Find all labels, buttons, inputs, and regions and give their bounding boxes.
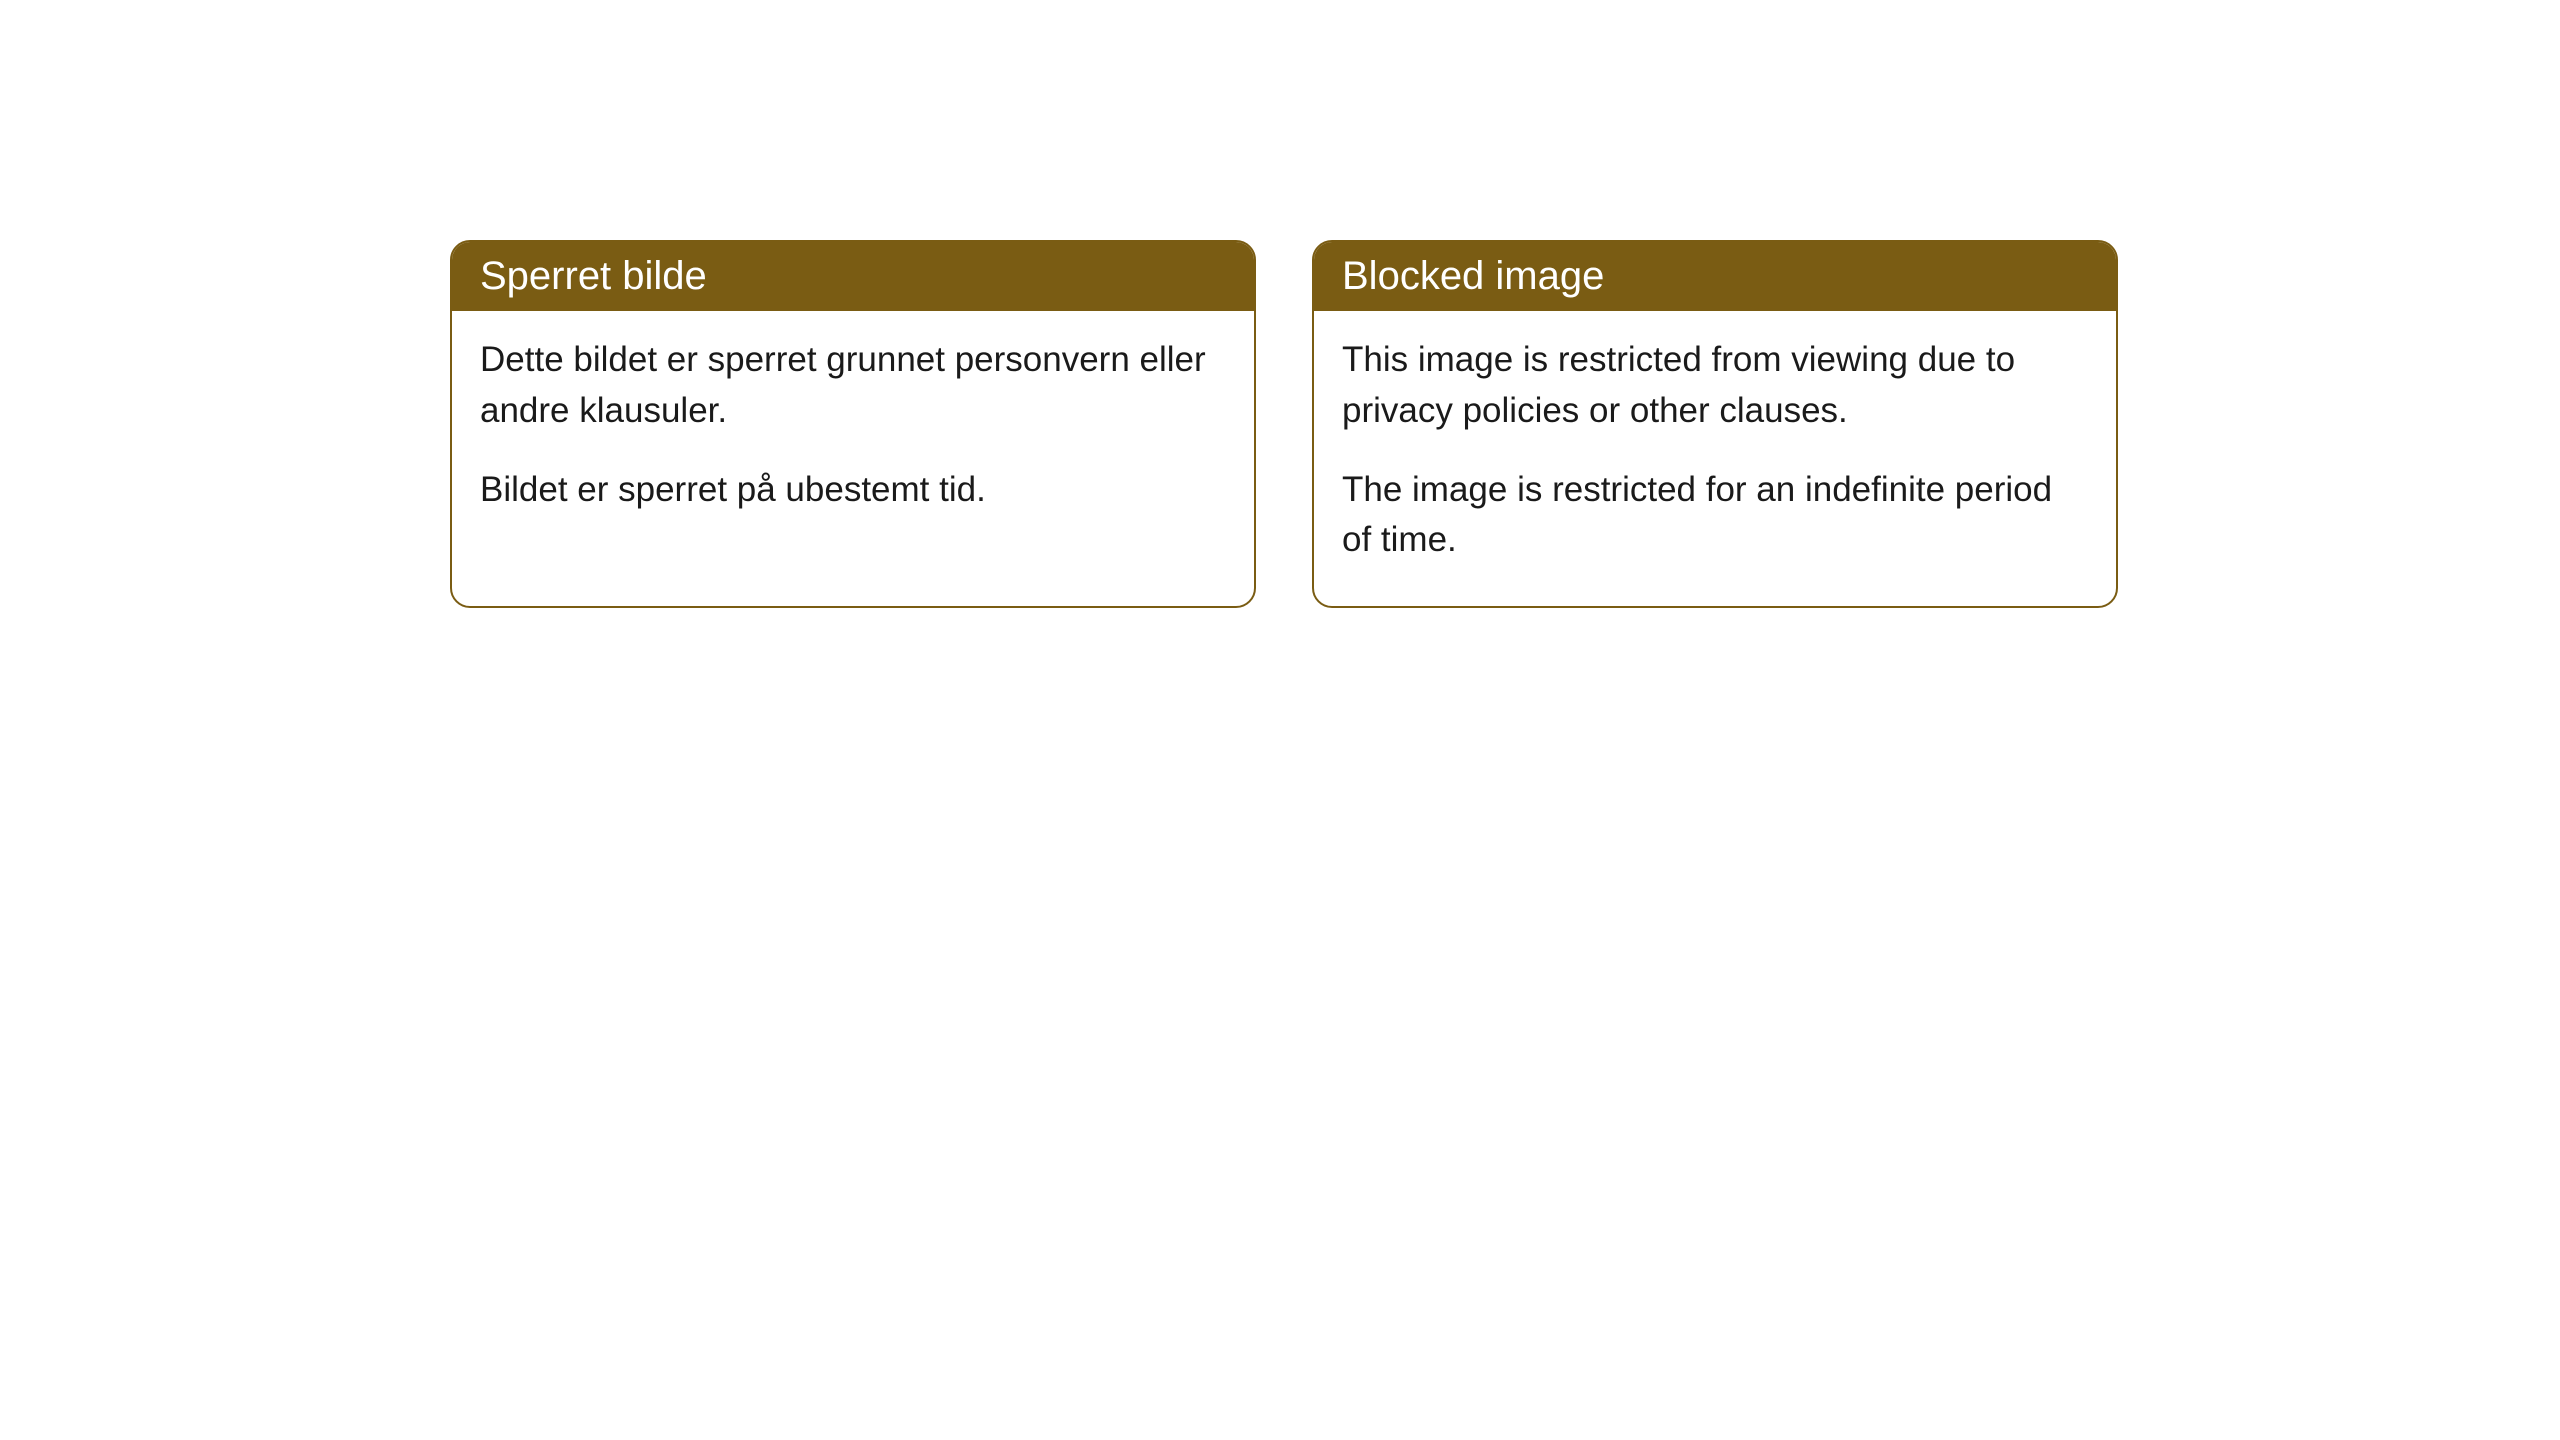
card-paragraph-no-1: Dette bildet er sperret grunnet personve… — [480, 335, 1226, 437]
card-body-en: This image is restricted from viewing du… — [1314, 311, 2116, 606]
card-body-no: Dette bildet er sperret grunnet personve… — [452, 311, 1254, 555]
blocked-image-card-en: Blocked image This image is restricted f… — [1312, 240, 2118, 608]
card-paragraph-en-1: This image is restricted from viewing du… — [1342, 335, 2088, 437]
card-title-en: Blocked image — [1342, 254, 1604, 298]
card-header-en: Blocked image — [1314, 242, 2116, 311]
blocked-image-card-no: Sperret bilde Dette bildet er sperret gr… — [450, 240, 1256, 608]
card-title-no: Sperret bilde — [480, 254, 707, 298]
card-header-no: Sperret bilde — [452, 242, 1254, 311]
card-paragraph-no-2: Bildet er sperret på ubestemt tid. — [480, 465, 1226, 516]
cards-container: Sperret bilde Dette bildet er sperret gr… — [450, 240, 2118, 608]
card-paragraph-en-2: The image is restricted for an indefinit… — [1342, 465, 2088, 567]
